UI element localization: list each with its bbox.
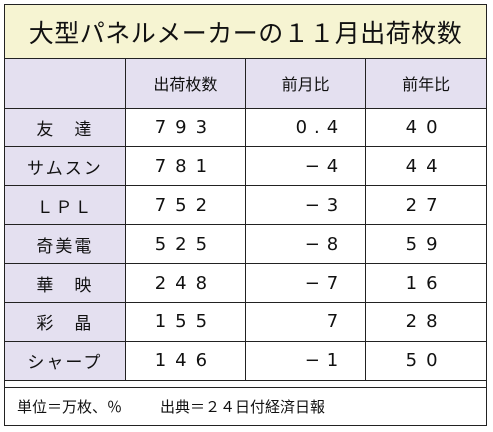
header-mom: 前月比 xyxy=(244,59,367,109)
shipments-value: 525 xyxy=(124,224,247,265)
table-row: シャープ 146 −1 50 xyxy=(5,340,486,381)
header-corner xyxy=(5,59,126,109)
mom-value: −4 xyxy=(244,146,367,187)
header-yoy: 前年比 xyxy=(365,59,486,109)
maker-name: ＬＰＬ xyxy=(5,185,126,226)
table-footer: 単位＝万枚、％ 出典＝２４日付経済日報 xyxy=(5,387,486,425)
mom-value: 0.4 xyxy=(244,107,367,148)
yoy-value: 59 xyxy=(365,224,486,265)
table-row: ＬＰＬ 752 −3 27 xyxy=(5,185,486,226)
maker-name: 友 達 xyxy=(5,107,126,148)
maker-name: 彩 晶 xyxy=(5,301,126,342)
table-row: サムスン 781 −4 44 xyxy=(5,146,486,187)
yoy-value: 27 xyxy=(365,185,486,226)
shipments-value: 781 xyxy=(124,146,247,187)
yoy-value: 44 xyxy=(365,146,486,187)
yoy-value: 40 xyxy=(365,107,486,148)
yoy-value: 16 xyxy=(365,263,486,303)
table-row: 奇美電 525 −8 59 xyxy=(5,224,486,265)
source-note: 出典＝２４日付経済日報 xyxy=(160,398,326,416)
shipments-value: 793 xyxy=(124,107,247,148)
header-shipments: 出荷枚数 xyxy=(124,59,247,109)
mom-value: 7 xyxy=(244,301,367,342)
maker-name: 奇美電 xyxy=(5,224,126,265)
table-frame: 大型パネルメーカーの１１月出荷枚数 出荷枚数 前月比 前年比 友 達 793 0… xyxy=(4,4,487,426)
mom-value: −1 xyxy=(244,340,367,381)
shipment-table: 出荷枚数 前月比 前年比 友 達 793 0.4 40 サムスン 781 −4 … xyxy=(5,59,486,381)
shipments-value: 248 xyxy=(124,263,247,303)
yoy-value: 28 xyxy=(365,301,486,342)
shipments-value: 146 xyxy=(124,340,247,381)
table-row: 友 達 793 0.4 40 xyxy=(5,107,486,148)
shipments-value: 155 xyxy=(124,301,247,342)
header-row: 出荷枚数 前月比 前年比 xyxy=(5,59,486,109)
maker-name: 華 映 xyxy=(5,263,126,303)
maker-name: シャープ xyxy=(5,340,126,381)
units-note: 単位＝万枚、％ xyxy=(17,398,123,416)
mom-value: −8 xyxy=(244,224,367,265)
maker-name: サムスン xyxy=(5,146,126,187)
table-title: 大型パネルメーカーの１１月出荷枚数 xyxy=(5,5,486,59)
mom-value: −3 xyxy=(244,185,367,226)
table-row: 彩 晶 155 7 28 xyxy=(5,301,486,342)
mom-value: −7 xyxy=(244,263,367,303)
shipments-value: 752 xyxy=(124,185,247,226)
yoy-value: 50 xyxy=(365,340,486,381)
table-row: 華 映 248 −7 16 xyxy=(5,263,486,303)
